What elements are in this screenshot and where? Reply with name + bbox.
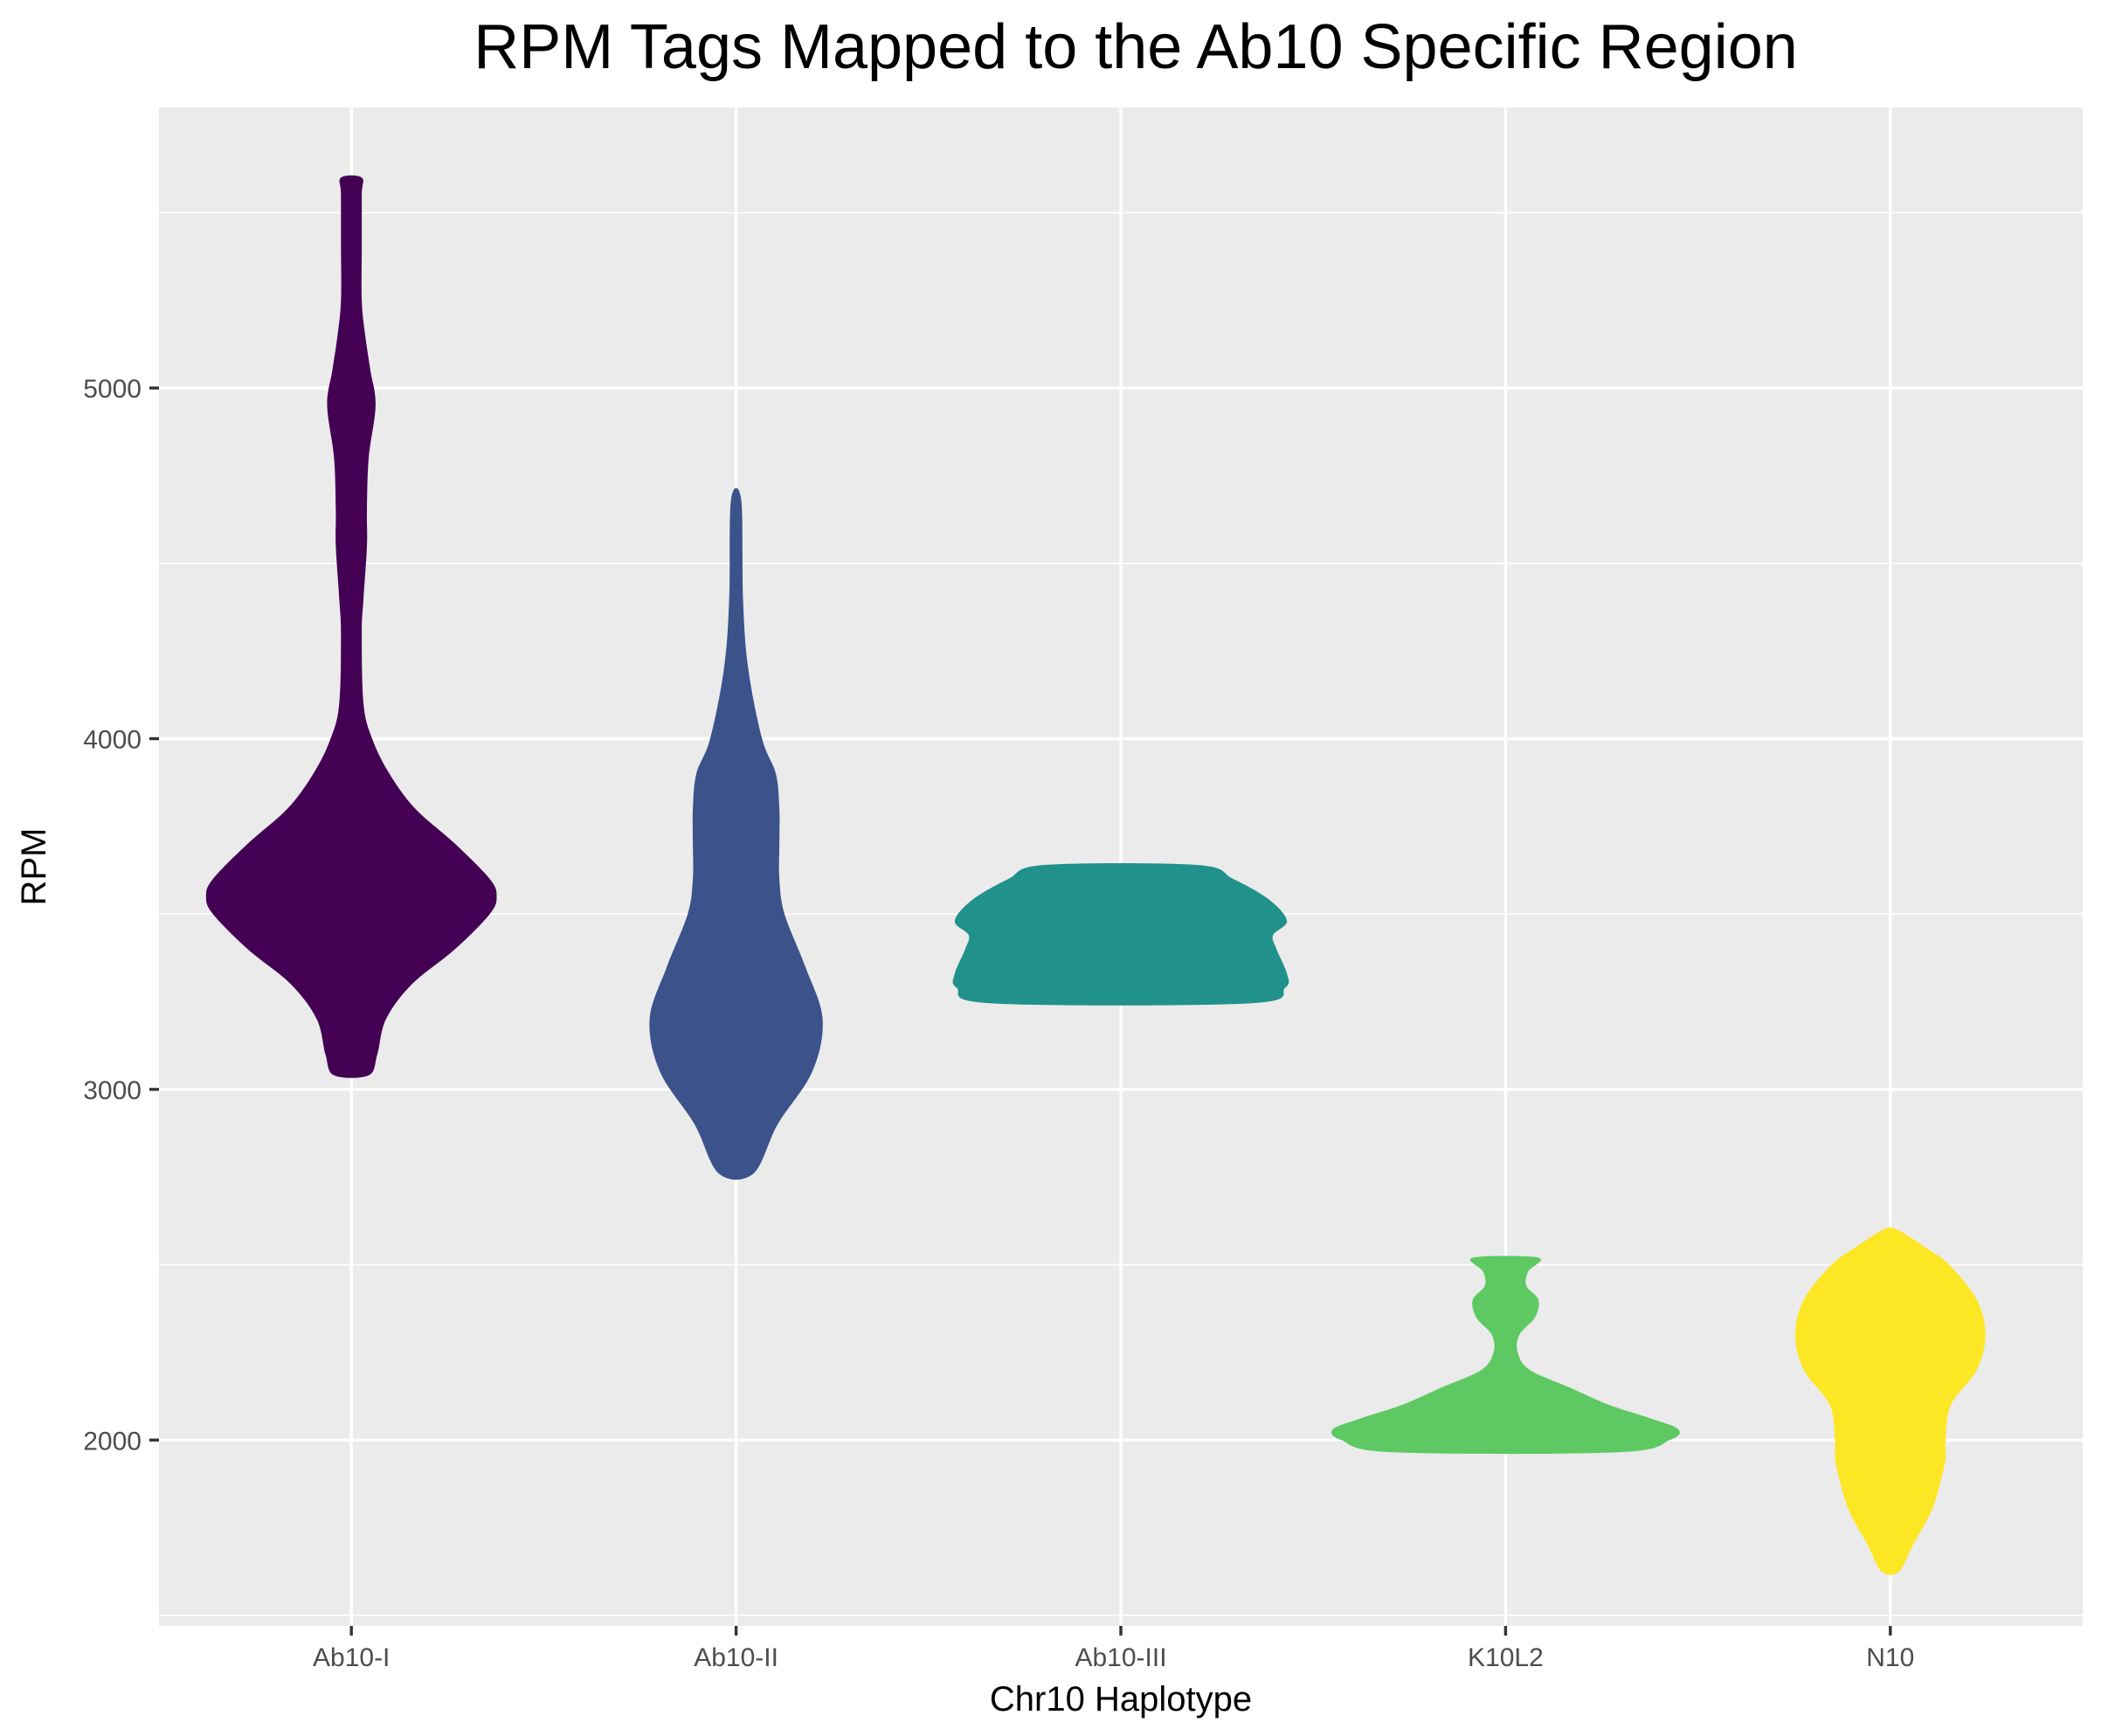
x-tick-label: N10	[1866, 1643, 1914, 1672]
x-tick-label: K10L2	[1468, 1643, 1544, 1672]
violin-ab10-ii	[649, 488, 823, 1180]
violin-ab10-iii	[952, 862, 1289, 1006]
violin-layer	[205, 175, 1986, 1575]
y-tick-label: 2000	[83, 1427, 142, 1456]
y-axis: 2000 3000 4000 5000	[83, 375, 159, 1456]
x-axis-title: Chr10 Haplotype	[990, 1680, 1252, 1719]
y-tick-label: 4000	[83, 725, 142, 754]
x-axis: Ab10-I Ab10-II Ab10-III K10L2 N10	[313, 1626, 1914, 1672]
violin-ab10-i	[205, 175, 497, 1078]
y-axis-title: RPM	[15, 828, 53, 906]
x-tick-label: Ab10-III	[1075, 1643, 1166, 1672]
y-tick-label: 5000	[83, 375, 142, 404]
x-tick-label: Ab10-II	[694, 1643, 778, 1672]
x-tick-label: Ab10-I	[313, 1643, 390, 1672]
violin-n10	[1794, 1227, 1986, 1575]
chart-title: RPM Tags Mapped to the Ab10 Specific Reg…	[473, 12, 1798, 82]
y-tick-label: 3000	[83, 1076, 142, 1105]
violin-k10l2	[1331, 1255, 1680, 1455]
